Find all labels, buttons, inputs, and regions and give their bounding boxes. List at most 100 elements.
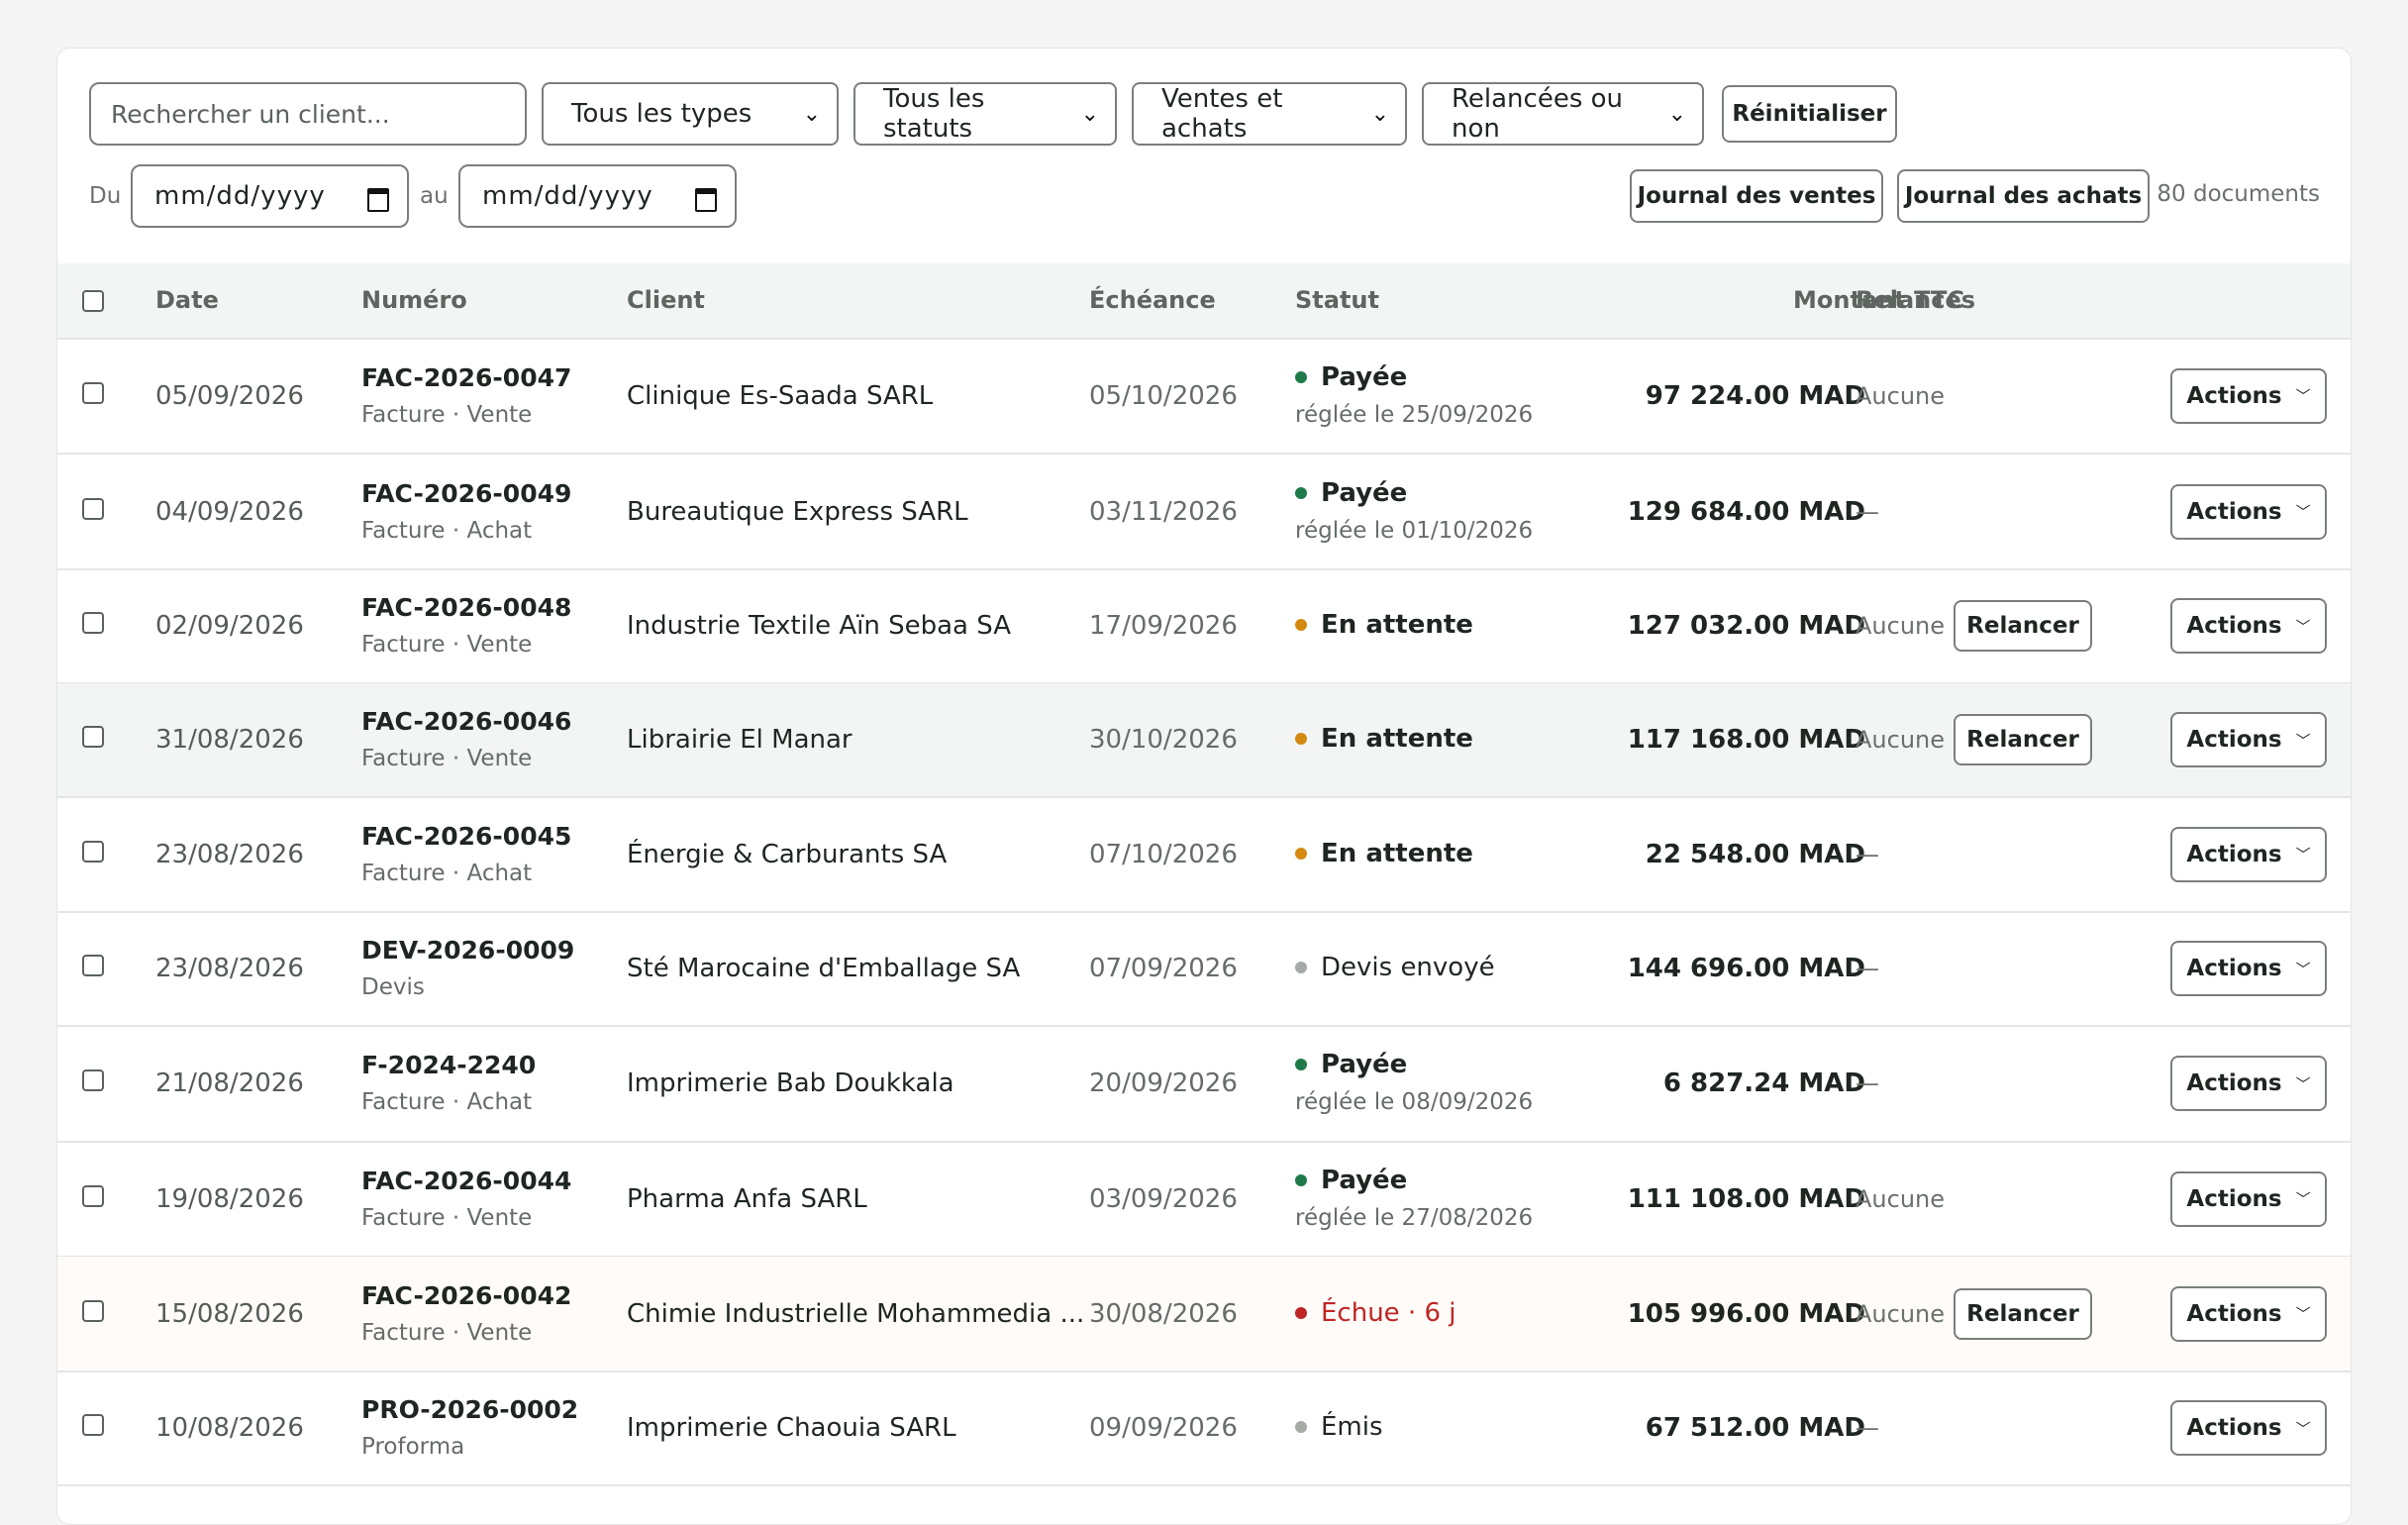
status-label: Devis envoyé	[1321, 953, 1495, 982]
status-label: En attente	[1321, 610, 1473, 640]
status-badge: Émis	[1295, 1412, 1383, 1442]
row-number[interactable]: FAC-2026-0046	[361, 707, 572, 736]
header-due[interactable]: Échéance	[1089, 286, 1216, 314]
row-number[interactable]: FAC-2026-0049	[361, 478, 572, 508]
actions-button[interactable]: Actions ﹀	[2170, 941, 2327, 996]
chevron-down-icon: ﹀	[2295, 960, 2311, 978]
actions-button[interactable]: Actions ﹀	[2170, 826, 2327, 882]
row-reminders: Aucune	[1856, 381, 1946, 410]
relancer-button[interactable]: Relancer	[1954, 714, 2092, 765]
row-number[interactable]: FAC-2026-0048	[361, 593, 572, 622]
actions-button[interactable]: Actions ﹀	[2170, 712, 2327, 767]
header-amount[interactable]: Montant TTC	[1793, 286, 1964, 314]
row-client: Industrie Textile Aïn Sebaa SA	[627, 611, 1011, 641]
date-from-label: Du	[89, 183, 122, 209]
status-dot-icon	[1295, 486, 1307, 499]
table-row[interactable]: 23/08/2026 DEV-2026-0009 Devis Sté Maroc…	[57, 912, 2351, 1027]
table-row[interactable]: 23/08/2026 FAC-2026-0045 Facture · Achat…	[57, 797, 2351, 913]
row-number[interactable]: PRO-2026-0002	[361, 1395, 579, 1424]
status-badge: Payée	[1295, 362, 1407, 392]
select-all-checkbox[interactable]	[82, 290, 104, 312]
direction-filter-value: Ventes et achats	[1161, 84, 1283, 144]
table-row[interactable]: 05/09/2026 FAC-2026-0047 Facture · Vente…	[57, 339, 2351, 455]
row-due-date: 20/09/2026	[1089, 1068, 1238, 1098]
relancer-button[interactable]: Relancer	[1954, 1287, 2092, 1340]
row-checkbox[interactable]	[82, 381, 104, 404]
row-checkbox[interactable]	[82, 1414, 104, 1436]
row-kind: Devis	[361, 974, 425, 1000]
row-date: 23/08/2026	[155, 839, 304, 869]
row-number[interactable]: F-2024-2240	[361, 1051, 537, 1079]
direction-filter-select[interactable]: Ventes et achats ⌄	[1132, 82, 1407, 146]
row-checkbox[interactable]	[82, 726, 104, 748]
status-dot-icon	[1295, 1173, 1307, 1186]
row-client: Sté Marocaine d'Emballage SA	[627, 954, 1021, 983]
row-checkbox[interactable]	[82, 955, 104, 976]
row-checkbox[interactable]	[82, 1069, 104, 1091]
reset-button[interactable]: Réinitialiser	[1722, 85, 1897, 143]
row-reminders: Aucune	[1856, 612, 1946, 640]
actions-button[interactable]: Actions ﹀	[2170, 598, 2327, 654]
row-amount: 129 684.00 MAD	[1627, 496, 1865, 527]
actions-label: Actions	[2186, 613, 2282, 639]
sales-journal-button[interactable]: Journal des ventes	[1630, 169, 1883, 223]
row-checkbox[interactable]	[82, 497, 104, 520]
row-number[interactable]: FAC-2026-0045	[361, 821, 572, 851]
relancer-button[interactable]: Relancer	[1954, 600, 2092, 652]
actions-label: Actions	[2186, 1300, 2282, 1327]
row-checkbox[interactable]	[82, 840, 104, 863]
date-to-input[interactable]: mm/dd/yyyy	[458, 164, 737, 228]
actions-label: Actions	[2186, 382, 2282, 409]
row-due-date: 03/11/2026	[1089, 496, 1238, 527]
search-input[interactable]: Rechercher un client...	[89, 82, 527, 146]
row-amount: 22 548.00 MAD	[1645, 839, 1865, 869]
status-dot-icon	[1295, 370, 1307, 383]
chevron-down-icon: ⌄	[802, 101, 821, 127]
actions-button[interactable]: Actions ﹀	[2170, 483, 2327, 540]
row-reminders: —	[1856, 497, 1879, 526]
table-row[interactable]: 15/08/2026 FAC-2026-0042 Facture · Vente…	[57, 1257, 2351, 1372]
purchases-journal-button[interactable]: Journal des achats	[1897, 169, 2150, 223]
table-row[interactable]: 02/09/2026 FAC-2026-0048 Facture · Vente…	[57, 569, 2351, 684]
type-filter-select[interactable]: Tous les types ⌄	[542, 82, 839, 146]
header-number[interactable]: Numéro	[361, 286, 467, 314]
row-checkbox[interactable]	[82, 1184, 104, 1207]
status-badge: En attente	[1295, 724, 1473, 754]
row-number[interactable]: FAC-2026-0042	[361, 1280, 572, 1310]
row-number[interactable]: FAC-2026-0044	[361, 1166, 572, 1195]
table-row[interactable]: 04/09/2026 FAC-2026-0049 Facture · Achat…	[57, 455, 2351, 570]
row-due-date: 17/09/2026	[1089, 611, 1238, 641]
header-date[interactable]: Date	[155, 286, 219, 314]
status-badge: En attente	[1295, 839, 1473, 868]
row-client: Clinique Es-Saada SARL	[627, 380, 934, 411]
row-amount: 6 827.24 MAD	[1662, 1068, 1865, 1098]
date-from-placeholder: mm/dd/yyyy	[154, 181, 326, 211]
row-amount: 105 996.00 MAD	[1627, 1298, 1865, 1329]
table-row[interactable]: 31/08/2026 FAC-2026-0046 Facture · Vente…	[57, 683, 2351, 798]
calendar-icon[interactable]	[695, 185, 717, 212]
row-amount: 97 224.00 MAD	[1645, 380, 1865, 411]
table-row[interactable]: 21/08/2026 F-2024-2240 Facture · Achat I…	[57, 1026, 2351, 1143]
actions-label: Actions	[2186, 1070, 2282, 1096]
row-due-date: 07/09/2026	[1089, 954, 1238, 983]
row-number[interactable]: DEV-2026-0009	[361, 936, 575, 965]
row-number[interactable]: FAC-2026-0047	[361, 362, 572, 392]
row-checkbox[interactable]	[82, 612, 104, 634]
status-badge: Échue · 6 j	[1295, 1298, 1456, 1328]
status-filter-select[interactable]: Tous les statuts ⌄	[853, 82, 1117, 146]
status-badge: Payée	[1295, 478, 1407, 508]
row-checkbox[interactable]	[82, 1299, 104, 1322]
actions-button[interactable]: Actions ﹀	[2170, 1400, 2327, 1456]
table-row[interactable]: 19/08/2026 FAC-2026-0044 Facture · Vente…	[57, 1142, 2351, 1258]
table-row[interactable]: 10/08/2026 PRO-2026-0002 Proforma Imprim…	[57, 1372, 2351, 1486]
actions-button[interactable]: Actions ﹀	[2170, 367, 2327, 424]
calendar-icon[interactable]	[367, 185, 389, 212]
reminder-filter-select[interactable]: Relancées ou non ⌄	[1422, 82, 1704, 146]
actions-button[interactable]: Actions ﹀	[2170, 1056, 2327, 1111]
date-from-input[interactable]: mm/dd/yyyy	[131, 164, 409, 228]
document-count: 80 documents	[2157, 181, 2320, 207]
actions-button[interactable]: Actions ﹀	[2170, 1285, 2327, 1342]
actions-button[interactable]: Actions ﹀	[2170, 1170, 2327, 1227]
header-status[interactable]: Statut	[1295, 286, 1379, 314]
header-client[interactable]: Client	[627, 286, 705, 314]
